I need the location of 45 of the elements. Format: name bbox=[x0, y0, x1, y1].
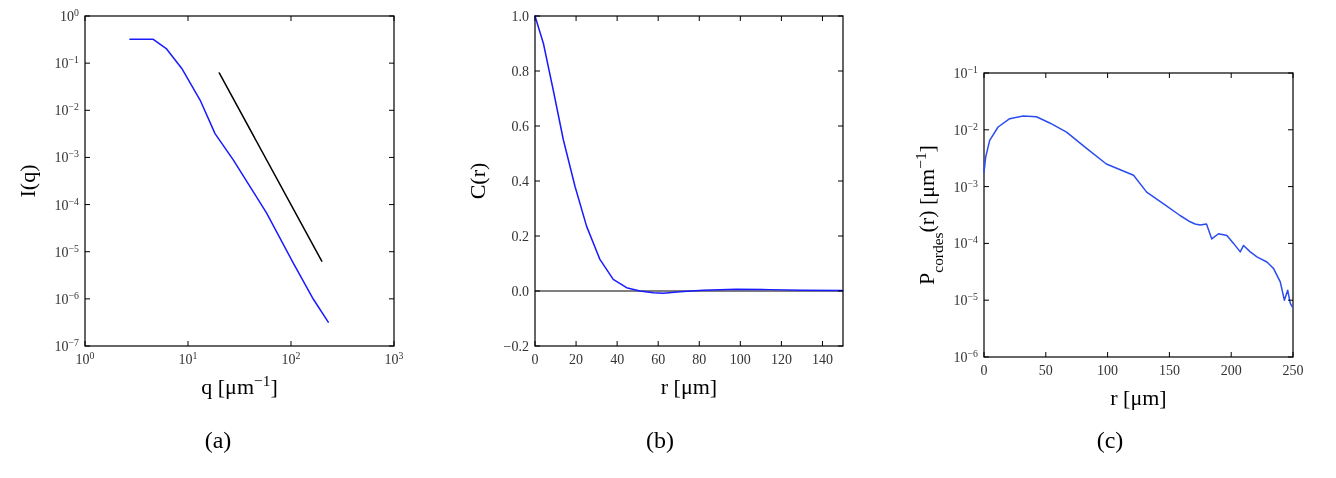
y-tick-label: −0.2 bbox=[503, 339, 529, 354]
text: (b) bbox=[646, 427, 674, 453]
y-tick-label: 0.0 bbox=[511, 284, 529, 299]
x-tick-label: 40 bbox=[610, 352, 625, 367]
y-tick-label: 0.6 bbox=[511, 119, 529, 134]
x-axis-title: r [μm] bbox=[1110, 385, 1167, 410]
y-tick-label: 10$^{−1}$ bbox=[54, 53, 80, 72]
y-tick-label: 10$^{−6}$ bbox=[54, 289, 80, 307]
y-tick-label: 10$^{−6}$ bbox=[953, 347, 979, 365]
x-tick-label: 10$^{3}$ bbox=[384, 349, 404, 367]
y-tick-label: 10$^{−2}$ bbox=[953, 120, 979, 138]
x-tick-label: 20 bbox=[569, 352, 584, 367]
x-tick-label: 150 bbox=[1158, 363, 1180, 378]
x-tick-label: 200 bbox=[1220, 363, 1242, 378]
text: (c) bbox=[1096, 427, 1124, 453]
x-tick-label: 0 bbox=[980, 363, 988, 378]
x-tick-label: 120 bbox=[770, 352, 792, 367]
x-tick-label: 100 bbox=[1097, 363, 1119, 378]
y-tick-label: 10$^{−2}$ bbox=[54, 100, 80, 119]
y-tick-label: 10$^{0}$ bbox=[60, 6, 80, 24]
x-tick-label: 100 bbox=[729, 352, 751, 367]
x-axis-title: r [μm] bbox=[660, 374, 718, 399]
x-tick-label: 10$^{2}$ bbox=[281, 349, 301, 367]
y-tick-label: 1.0 bbox=[511, 9, 529, 24]
x-tick-label: 80 bbox=[692, 352, 707, 367]
x-tick-label: 60 bbox=[651, 352, 666, 367]
x-axis-title: q [μm$^{−1}$] bbox=[201, 371, 278, 399]
x-tick-label: 50 bbox=[1038, 363, 1053, 378]
y-tick-label: 10$^{−1}$ bbox=[953, 63, 979, 81]
y-tick-label: 10$^{−5}$ bbox=[953, 290, 979, 309]
y-tick-label: 0.2 bbox=[511, 229, 529, 244]
y-tick-label: 10$^{−4}$ bbox=[54, 195, 80, 213]
y-tick-label: 0.8 bbox=[511, 64, 529, 79]
y-axis-title: C(r) bbox=[465, 162, 490, 200]
y-tick-label: 10$^{−4}$ bbox=[953, 233, 979, 252]
y-tick-label: 10$^{−5}$ bbox=[54, 242, 80, 260]
y-axis-title: I(q) bbox=[15, 164, 40, 198]
y-tick-label: 0.4 bbox=[511, 174, 529, 189]
y-tick-label: 10$^{−3}$ bbox=[953, 177, 979, 195]
text: (a) bbox=[204, 427, 232, 453]
y-tick-label: 10$^{−3}$ bbox=[54, 147, 80, 166]
x-tick-label: 10$^{1}$ bbox=[178, 349, 198, 367]
x-tick-label: 0 bbox=[531, 352, 539, 367]
x-tick-label: 250 bbox=[1282, 363, 1304, 378]
x-tick-label: 140 bbox=[811, 352, 833, 367]
